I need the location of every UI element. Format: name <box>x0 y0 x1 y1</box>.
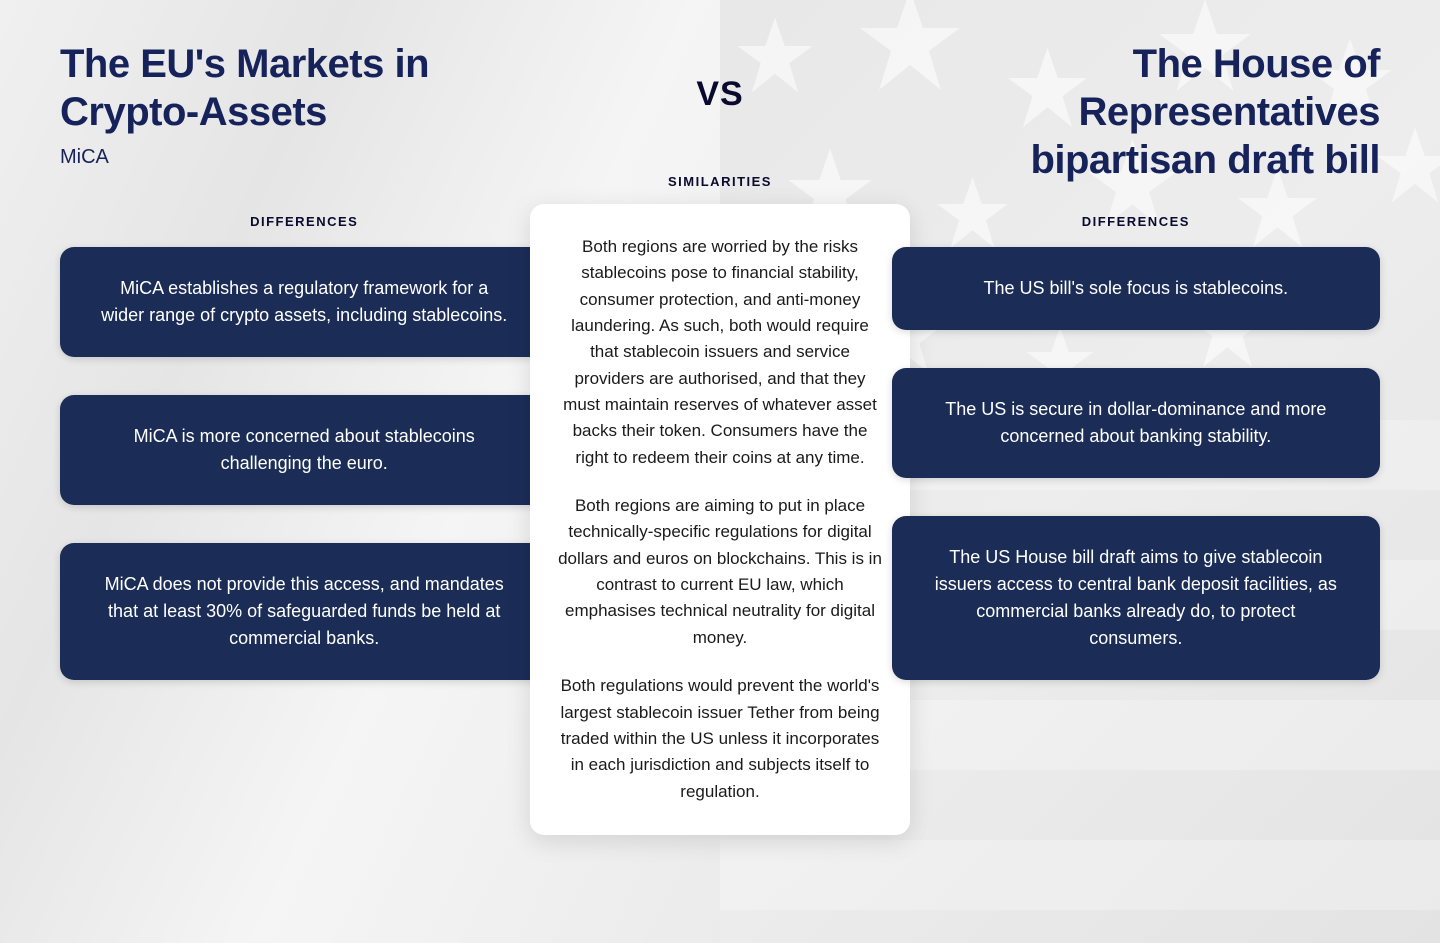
right-column: DIFFERENCES The US bill's sole focus is … <box>892 214 1380 718</box>
sim-paragraph-3: Both regulations would prevent the world… <box>558 673 882 805</box>
sim-paragraph-2: Both regions are aiming to put in place … <box>558 493 882 651</box>
right-differences-label: DIFFERENCES <box>892 214 1380 229</box>
right-title: The House of Representatives bipartisan … <box>898 40 1380 184</box>
header-left: The EU's Markets in Crypto-Assets MiCA <box>60 40 562 169</box>
left-card-2: MiCA is more concerned about stablecoins… <box>60 395 548 505</box>
left-card-1: MiCA establishes a regulatory framework … <box>60 247 548 357</box>
header-right: The House of Representatives bipartisan … <box>878 40 1380 184</box>
similarities-card: Both regions are worried by the risks st… <box>530 204 910 835</box>
left-subtitle: MiCA <box>60 146 542 169</box>
header-row: The EU's Markets in Crypto-Assets MiCA V… <box>60 40 1380 184</box>
left-card-3: MiCA does not provide this access, and m… <box>60 543 548 680</box>
similarities-label: SIMILARITIES <box>530 174 910 189</box>
left-title: The EU's Markets in Crypto-Assets <box>60 40 542 136</box>
vs-label: VS <box>696 75 743 114</box>
sim-paragraph-1: Both regions are worried by the risks st… <box>558 234 882 471</box>
right-card-3: The US House bill draft aims to give sta… <box>892 516 1380 680</box>
center-column: SIMILARITIES Both regions are worried by… <box>530 174 910 835</box>
body-row: DIFFERENCES MiCA establishes a regulator… <box>60 214 1380 914</box>
left-column: DIFFERENCES MiCA establishes a regulator… <box>60 214 548 718</box>
right-card-2: The US is secure in dollar-dominance and… <box>892 368 1380 478</box>
infographic-container: The EU's Markets in Crypto-Assets MiCA V… <box>0 0 1440 943</box>
right-card-1: The US bill's sole focus is stablecoins. <box>892 247 1380 330</box>
left-differences-label: DIFFERENCES <box>60 214 548 229</box>
